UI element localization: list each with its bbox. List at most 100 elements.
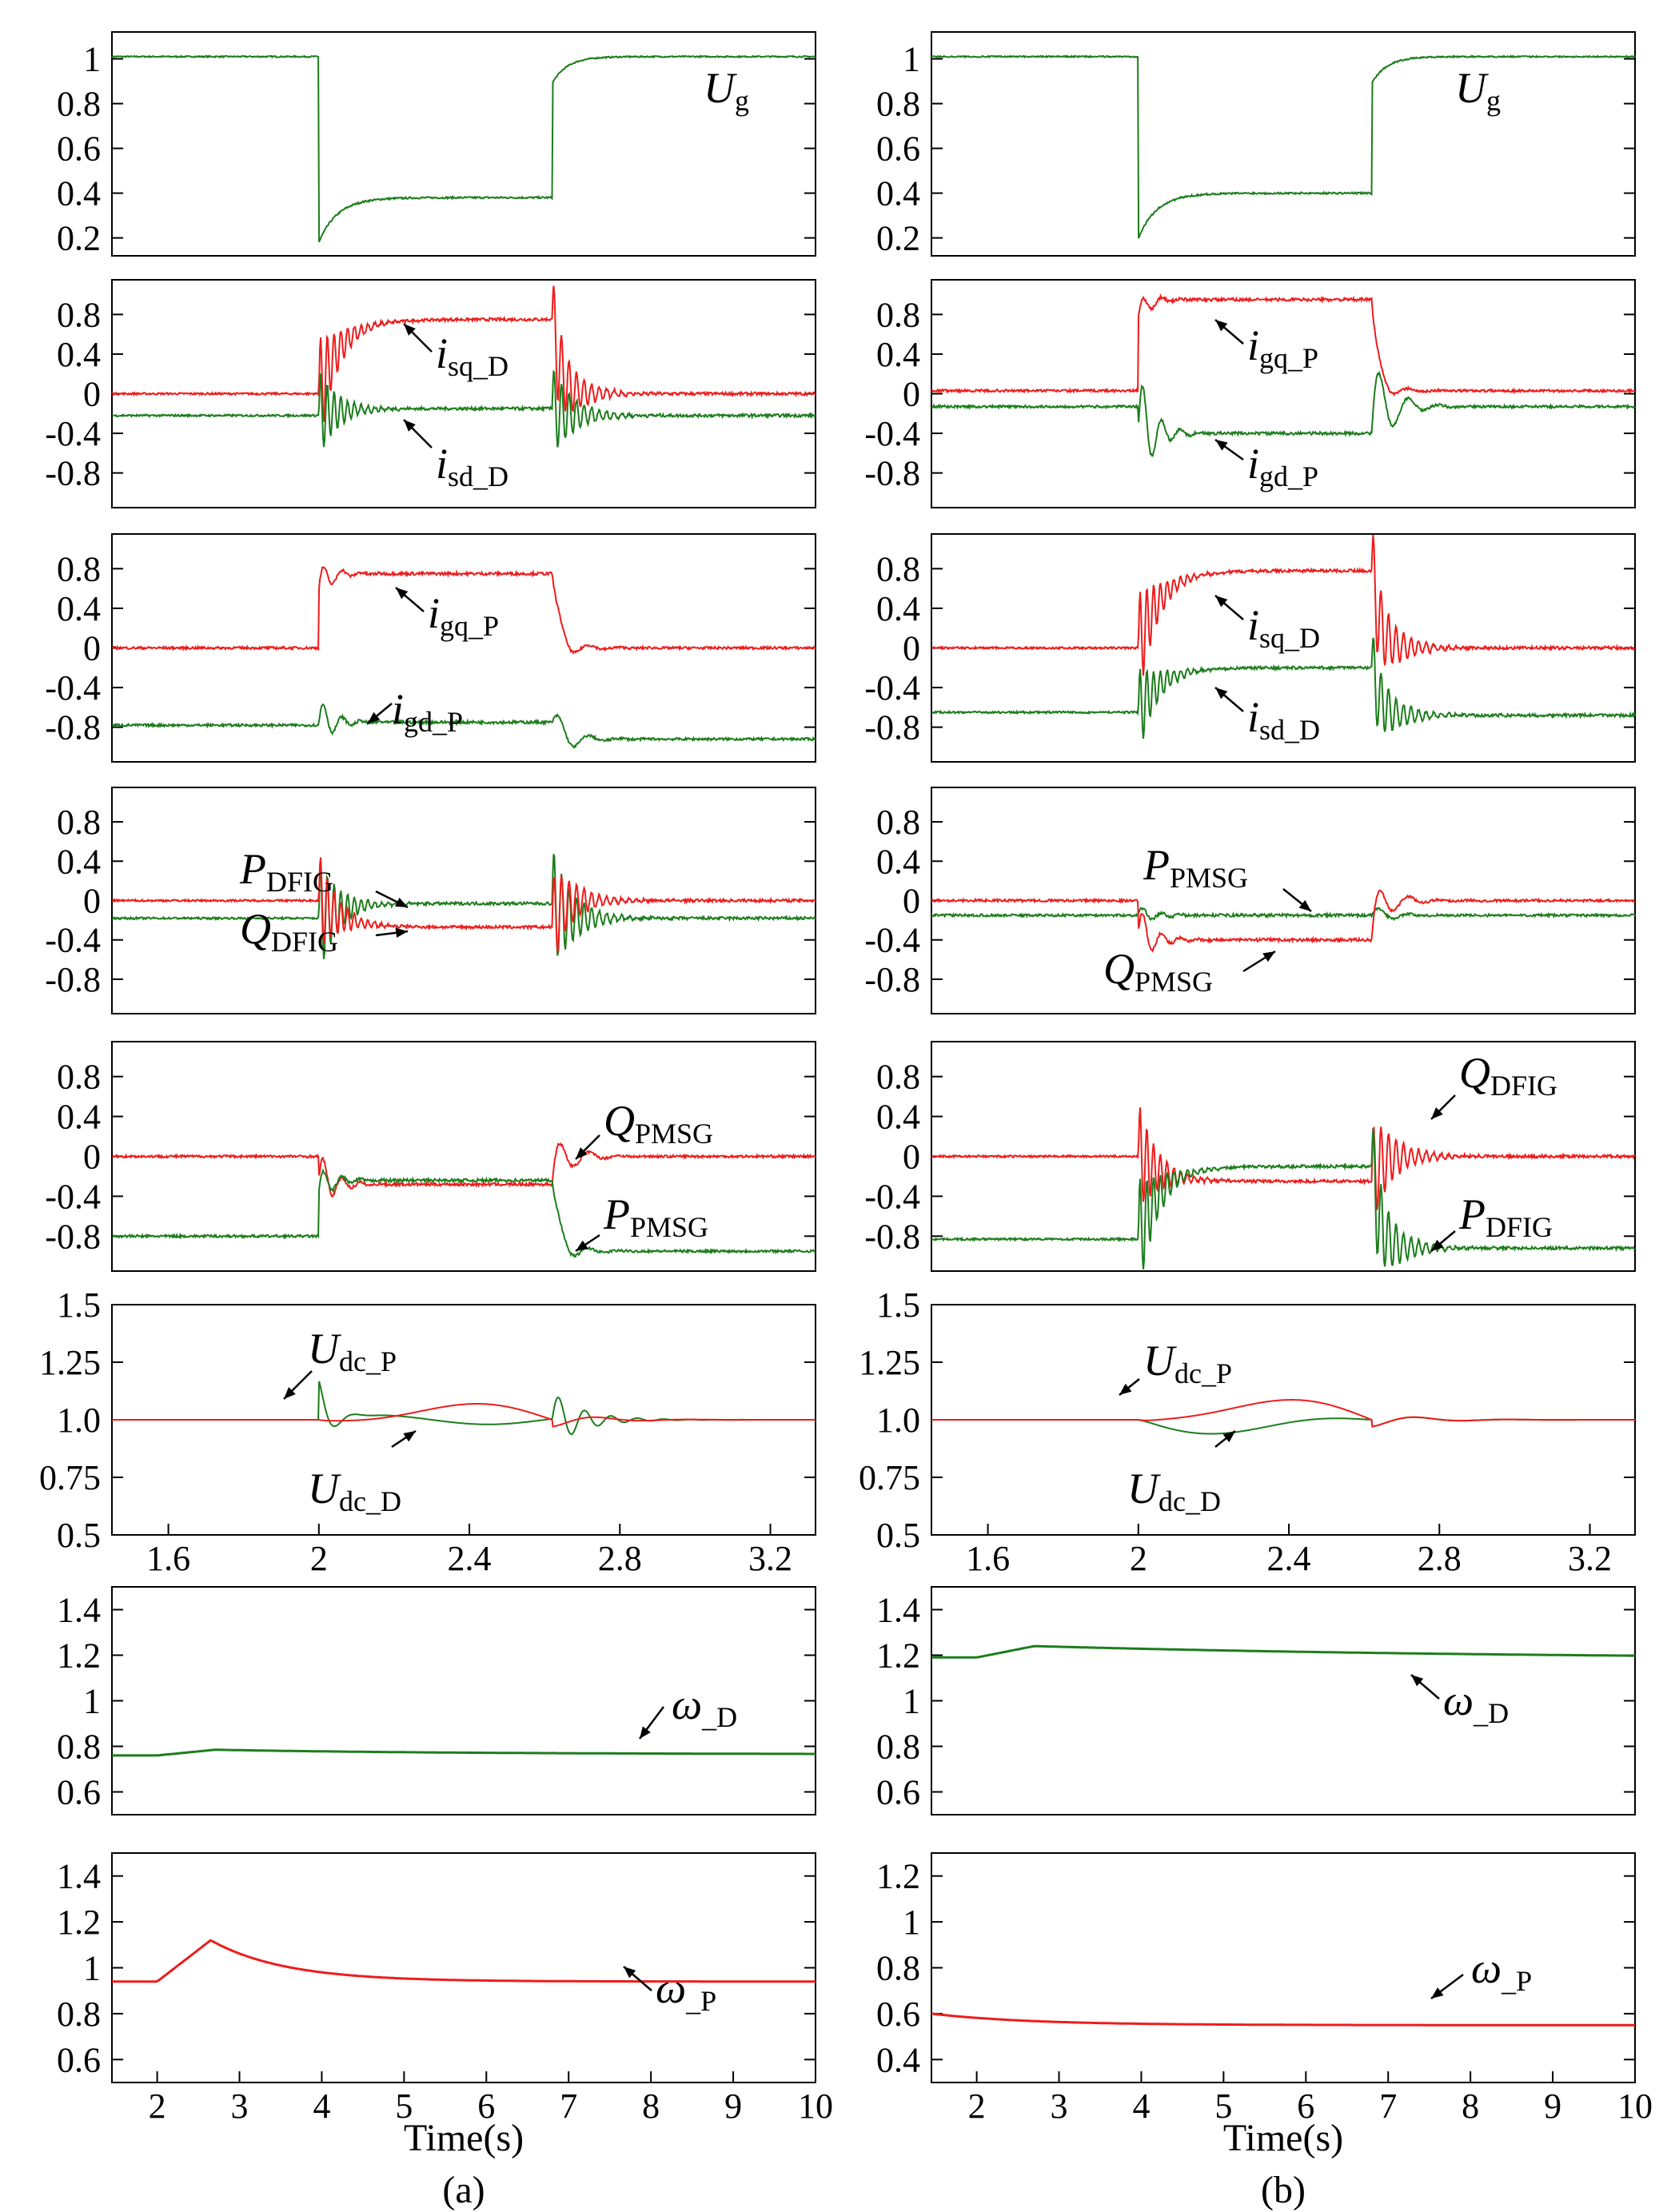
panel-a-8: 1.4 1.2 1 0.8 0.6 2 3 4 5 6 7 8 9 10 ω_P	[57, 1852, 833, 2126]
panel-a-4: 0.80.40-0.4-0.8 PDFIG QDFIG	[45, 787, 816, 1014]
x-tick-label: 5	[1214, 2086, 1232, 2126]
panel-a-7: 1.4 1.2 1 0.8 0.6 ω_D	[57, 1586, 816, 1815]
y-tick-label: 0.5	[876, 1516, 920, 1555]
plot-frame	[931, 1852, 1636, 2083]
annotation-label: isq_D	[1247, 601, 1320, 654]
arrow-head	[1215, 440, 1228, 451]
annotation-label: ω_D	[1443, 1676, 1509, 1729]
series-QPMSG	[931, 889, 1636, 953]
y-tick-label: 0.4	[57, 335, 101, 374]
y-tick-label: 0.2	[57, 219, 101, 258]
y-tick-label: 0.6	[57, 130, 101, 169]
y-tick-label: 0.8	[57, 85, 101, 124]
x-tick-label: 2.4	[1267, 1539, 1311, 1578]
y-tick-label: 0.75	[859, 1458, 920, 1497]
annotation-label: QPMSG	[1103, 945, 1213, 998]
y-tick-label: -0.8	[45, 1217, 101, 1256]
panel-b-7: 1.4 1.2 1 0.8 0.6 ω_D	[876, 1586, 1636, 1815]
x-tick-label: 2.4	[448, 1539, 492, 1578]
x-tick-label: 10	[798, 2086, 833, 2126]
y-tick-label: -0.4	[864, 668, 920, 707]
x-tick-label: 4	[1132, 2086, 1150, 2126]
y-tick-label: 0.8	[57, 549, 101, 588]
y-tick-label: -0.8	[864, 454, 920, 493]
y-tick-label: 0.4	[876, 1098, 920, 1137]
series-Ug	[111, 54, 816, 243]
plot-frame	[931, 31, 1636, 257]
arrow-head	[1262, 951, 1275, 963]
annotation-label: ω_P	[1471, 1944, 1532, 1997]
arrow-head	[404, 420, 416, 432]
annotation-label: igq_P	[428, 589, 499, 642]
arrow-head	[368, 711, 381, 723]
arrow-head	[1411, 1675, 1424, 1687]
y-tick-label: 0	[83, 375, 101, 414]
y-tick-label: 1.4	[876, 1591, 920, 1630]
series-QPMSG	[111, 1142, 816, 1198]
y-tick-label: 1.5	[876, 1285, 920, 1325]
y-tick-label: 0.6	[876, 1773, 920, 1812]
x-tick-label: 9	[1544, 2086, 1561, 2126]
y-tick-label: 0.8	[876, 1949, 920, 1988]
series-isq_D	[111, 285, 816, 422]
series-QDFIG	[111, 857, 816, 953]
y-tick-label: -0.4	[864, 414, 920, 453]
arrow-head	[1215, 688, 1228, 699]
y-tick-label: 0.8	[876, 85, 920, 124]
series-Ug	[931, 54, 1636, 239]
y-tick-label: 0.6	[876, 1995, 920, 2034]
y-tick-label: 0.4	[876, 842, 920, 881]
series-PDFIG	[111, 854, 816, 959]
series-isd_D	[931, 637, 1636, 739]
y-tick-label: 1.2	[57, 1903, 101, 1942]
annotation-label: Udc_D	[1127, 1465, 1221, 1517]
y-tick-label: -0.8	[45, 454, 101, 493]
y-tick-label: -0.8	[864, 1217, 920, 1256]
arrow-head	[396, 588, 409, 600]
panel-b-6: 1.5 1.25 1.0 0.75 0.5 1.6 2 2.4 2.8 3.2 Udc_P Udc_D	[859, 1285, 1636, 1578]
y-tick-label: -0.4	[45, 668, 101, 707]
annotation-label: isd_D	[1247, 693, 1320, 746]
annotation-label: Ug	[1455, 64, 1501, 117]
arrow-head	[576, 1147, 588, 1159]
y-tick-label: 1.2	[57, 1636, 101, 1676]
panel-b-5: 0.80.40-0.4-0.8 QDFIG PDFIG	[864, 1041, 1636, 1272]
y-tick-label: 0.8	[57, 1058, 101, 1097]
y-tick-label: 0.6	[57, 1773, 101, 1812]
y-tick-label: 1.0	[57, 1401, 101, 1440]
y-tick-label: 0	[903, 629, 920, 668]
plot-frame	[111, 1852, 816, 2083]
y-tick-label: 1.25	[39, 1343, 101, 1382]
y-tick-label: 1	[903, 1682, 920, 1721]
annotation-label: Udc_D	[308, 1465, 401, 1517]
annotation-label: isd_D	[436, 440, 508, 492]
x-tick-label: 1.6	[146, 1539, 190, 1578]
x-tick-label: 8	[642, 2086, 660, 2126]
y-tick-label: 0.4	[57, 842, 101, 881]
annotation-label: ω_P	[656, 1964, 716, 2017]
series-omega_P	[112, 1939, 816, 1983]
series-Udc_D	[112, 1403, 816, 1428]
annotation-label: QDFIG	[240, 905, 338, 958]
y-tick-label: 0.8	[876, 803, 920, 842]
x-tick-label: 3	[1051, 2086, 1068, 2126]
y-tick-label: 0	[903, 1138, 920, 1177]
y-tick-label: 0.8	[876, 295, 920, 334]
y-tick-label: 0.6	[876, 130, 920, 169]
y-tick-label: 0.4	[876, 2040, 920, 2079]
series-PDFIG	[931, 1129, 1636, 1269]
arrow-head	[395, 897, 408, 907]
annotation-label: PPMSG	[1143, 841, 1248, 894]
y-tick-label: 0.5	[57, 1516, 101, 1555]
y-tick-label: 1	[903, 40, 920, 79]
series-isq_D	[931, 534, 1636, 676]
plot-frame	[931, 1586, 1636, 1815]
y-tick-label: 0	[903, 882, 920, 921]
y-tick-label: 1	[903, 1903, 920, 1942]
y-tick-label: 0.75	[39, 1458, 101, 1497]
arrow-head	[640, 1726, 651, 1739]
series-omega_P	[931, 2012, 1635, 2027]
y-tick-label: -0.4	[45, 921, 101, 960]
panel-b-3: 0.80.40-0.4-0.8 isq_D isd_D	[864, 533, 1636, 763]
